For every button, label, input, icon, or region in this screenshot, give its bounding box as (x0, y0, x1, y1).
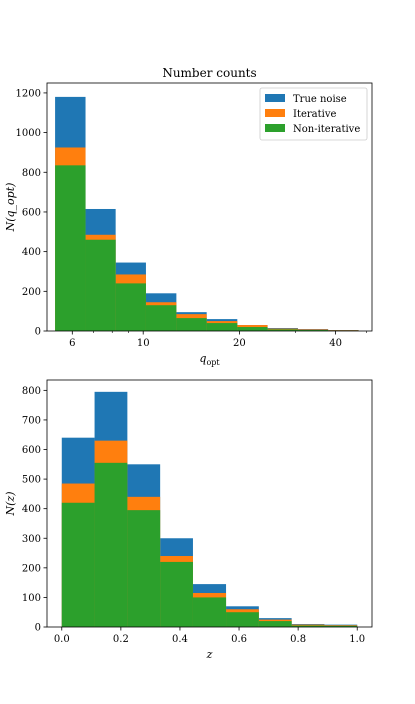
x-axis-label: z (206, 648, 213, 661)
bar (291, 625, 325, 627)
x-tick-label: 1.0 (349, 634, 365, 645)
y-tick-label: 500 (22, 475, 41, 486)
bar (267, 329, 298, 331)
y-tick-label: 0 (35, 623, 41, 634)
x-tick-label: 6 (69, 338, 75, 349)
y-tick-label: 600 (22, 445, 41, 456)
y-tick-label: 400 (22, 504, 41, 515)
axes-frame (46, 82, 373, 332)
x-tick-label: 0.0 (54, 634, 70, 645)
bar (324, 625, 358, 627)
bar (258, 621, 292, 627)
bar (206, 323, 238, 331)
y-tick-label: 700 (22, 415, 41, 426)
x-tick-label: 0.8 (290, 634, 306, 645)
axes-frame (46, 379, 373, 628)
y-tick-label: 200 (22, 563, 41, 574)
y-tick-label: 800 (22, 386, 41, 397)
x-tick-label: 10 (137, 338, 150, 349)
x-tick-label: 20 (233, 338, 246, 349)
x-tick-label: 0.2 (113, 634, 129, 645)
x-tick-label: 0.6 (231, 634, 247, 645)
bar (85, 239, 116, 331)
bar (237, 327, 268, 331)
y-tick-label: 1200 (16, 88, 41, 99)
y-axis-label: N(q_opt) (4, 183, 17, 233)
y-tick-label: 0 (35, 327, 41, 338)
x-tick-label: 0.4 (172, 634, 188, 645)
bar (127, 510, 161, 627)
y-tick-label: 800 (22, 168, 41, 179)
chart-2: 0.0 0.2 0.4 0.6 0.8 1.0 0 100 200 300 400 500 600 700… (4, 379, 373, 661)
y-tick-label: 400 (22, 247, 41, 258)
chart-title: Number counts (162, 66, 256, 80)
legend-box (259, 87, 368, 141)
legend-swatch (265, 94, 285, 102)
legend-label: Non-iterative (293, 124, 360, 135)
x-tick-label: 40 (329, 338, 342, 349)
y-tick-label: 300 (22, 534, 41, 545)
legend-label: True noise (293, 94, 347, 105)
bar (94, 462, 128, 627)
series-non-iterative (55, 165, 359, 331)
bar (115, 283, 146, 331)
bar (160, 561, 193, 627)
series-non-iterative (61, 462, 358, 627)
legend-swatch (265, 109, 285, 117)
bar (297, 330, 329, 331)
y-tick-label: 200 (22, 287, 41, 298)
legend-label: Iterative (293, 109, 336, 120)
legend-swatch (265, 124, 285, 132)
bar (61, 502, 95, 627)
x-axis-label: qopt (199, 352, 220, 367)
bar (55, 165, 86, 331)
y-axis-label: N(z) (4, 491, 17, 516)
bar (192, 597, 227, 627)
legend: True noise Iterative Non-iterative (259, 87, 368, 141)
y-tick-label: 1000 (16, 128, 41, 139)
bar (145, 305, 177, 331)
y-tick-label: 100 (22, 593, 41, 604)
y-tick-label: 600 (22, 207, 41, 218)
bar (226, 612, 259, 627)
bar (176, 318, 207, 331)
